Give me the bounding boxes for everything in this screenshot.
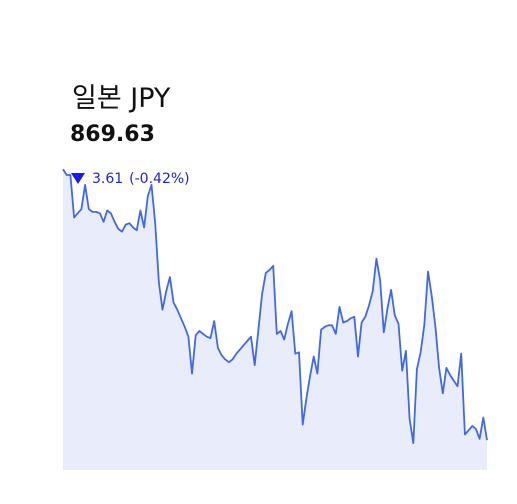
current-price: 869.63 xyxy=(70,122,155,147)
price-change: 3.61 (-0.42%) xyxy=(71,171,190,187)
change-value: 3.61 xyxy=(92,171,124,187)
down-triangle-icon xyxy=(71,173,85,184)
change-percent: (-0.42%) xyxy=(129,171,190,187)
price-area xyxy=(63,169,487,471)
price-line xyxy=(62,168,488,445)
currency-title: 일본 JPY xyxy=(72,83,171,114)
